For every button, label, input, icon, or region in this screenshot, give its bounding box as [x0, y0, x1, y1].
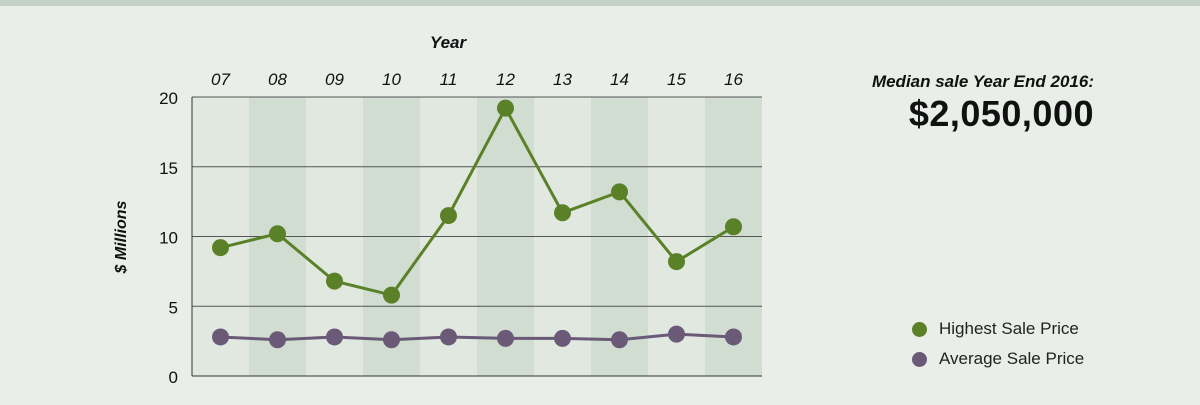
point-1-15 — [668, 325, 685, 343]
median-sale-label: Median sale Year End 2016: — [871, 72, 1094, 91]
point-0-13 — [554, 204, 571, 222]
y-tick-15: 15 — [159, 159, 178, 178]
legend-swatch-highest — [912, 321, 927, 337]
point-1-10 — [383, 331, 400, 349]
point-1-09 — [326, 328, 343, 346]
x-tick-15: 15 — [667, 70, 686, 89]
legend-swatch-average — [912, 351, 927, 367]
y-tick-20: 20 — [159, 89, 178, 108]
x-tick-labels: 07 08 09 10 11 12 13 14 15 16 — [211, 70, 743, 89]
legend-item-average: Average Sale Price — [912, 344, 1084, 374]
y-tick-10: 10 — [159, 229, 178, 248]
x-tick-08: 08 — [268, 70, 287, 89]
point-0-12 — [497, 99, 514, 117]
x-tick-07: 07 — [211, 70, 230, 89]
x-tick-12: 12 — [496, 70, 515, 89]
x-tick-16: 16 — [724, 70, 743, 89]
series-layer — [212, 99, 742, 349]
gridlines — [192, 96, 762, 307]
point-0-11 — [440, 207, 457, 225]
x-tick-10: 10 — [382, 70, 401, 89]
point-0-10 — [383, 286, 400, 304]
x-tick-11: 11 — [440, 70, 458, 89]
x-axis-title: Year — [430, 33, 468, 52]
x-tick-09: 09 — [325, 70, 344, 89]
y-tick-labels: 0 5 10 15 20 — [159, 89, 178, 387]
point-1-07 — [212, 328, 229, 346]
point-0-07 — [212, 239, 229, 257]
median-sale-value: $2,050,000 — [908, 93, 1094, 134]
point-0-15 — [668, 253, 685, 271]
point-0-09 — [326, 272, 343, 290]
y-axis-title: $ Millions — [113, 200, 130, 274]
series-line-1 — [220, 332, 734, 342]
legend-label-highest: Highest Sale Price — [939, 319, 1079, 338]
top-band — [0, 0, 1200, 6]
median-sale-callout: Median sale Year End 2016: $2,050,000 — [872, 72, 1094, 135]
point-0-14 — [611, 183, 628, 201]
point-0-08 — [269, 225, 286, 243]
y-tick-5: 5 — [169, 298, 178, 317]
legend: Highest Sale Price Average Sale Price — [912, 314, 1084, 374]
y-tick-0: 0 — [169, 368, 178, 387]
point-1-08 — [269, 331, 286, 349]
series-line-0 — [220, 106, 735, 297]
point-1-12 — [497, 329, 514, 347]
point-0-16 — [725, 218, 742, 236]
point-1-13 — [554, 329, 571, 347]
point-1-11 — [440, 328, 457, 346]
x-tick-14: 14 — [610, 70, 629, 89]
axes — [191, 97, 762, 377]
legend-item-highest: Highest Sale Price — [912, 314, 1084, 344]
x-tick-13: 13 — [553, 70, 572, 89]
legend-label-average: Average Sale Price — [939, 349, 1085, 368]
point-1-16 — [725, 328, 742, 346]
point-1-14 — [611, 331, 628, 349]
